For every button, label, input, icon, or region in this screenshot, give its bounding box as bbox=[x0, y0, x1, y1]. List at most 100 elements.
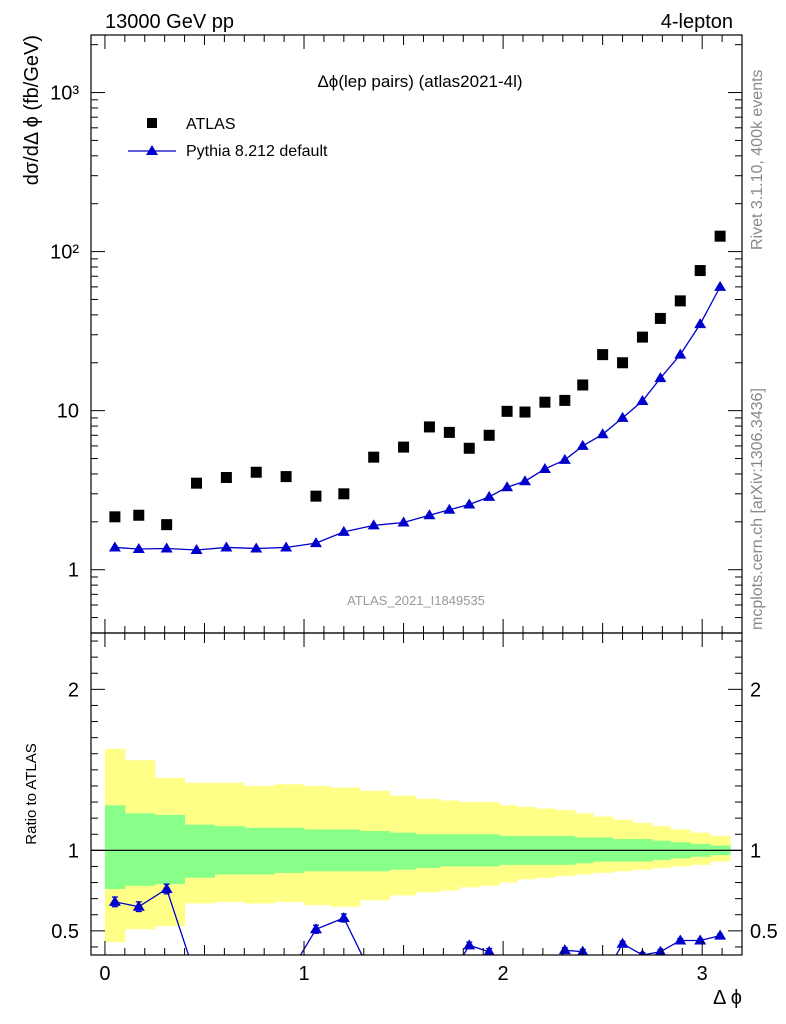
ratio-panel: 0.5 0.5 1 1 2 2 0 1 2 3 Ratio to ATLAS Δ ϕ bbox=[23, 632, 778, 1009]
pythia-point bbox=[654, 372, 667, 383]
pythia-point bbox=[160, 542, 173, 553]
y-tick-label-main: 10³ bbox=[50, 83, 79, 105]
atlas-point bbox=[714, 230, 726, 242]
atlas-point bbox=[338, 488, 350, 500]
pythia-point bbox=[519, 475, 531, 486]
atlas-point bbox=[636, 331, 648, 343]
atlas-point bbox=[443, 426, 455, 438]
pythia-point bbox=[309, 537, 322, 548]
y-tick-label-ratio-right: 0.5 bbox=[750, 921, 778, 943]
ratio-point bbox=[694, 934, 707, 945]
pythia-point bbox=[694, 318, 707, 329]
atlas-point bbox=[559, 394, 571, 406]
pythia-point bbox=[463, 498, 476, 509]
pythia-point bbox=[501, 481, 514, 492]
ratio-series-group bbox=[108, 882, 727, 955]
y-tick-label-ratio: 1 bbox=[68, 840, 79, 862]
atlas-point bbox=[694, 265, 706, 277]
atlas-point bbox=[539, 396, 551, 408]
y-tick-label-ratio-right: 1 bbox=[750, 840, 761, 862]
pythia-point bbox=[108, 541, 121, 552]
x-tick-label: 2 bbox=[498, 963, 509, 985]
pythia-point bbox=[443, 503, 456, 514]
uncertainty-band-bin bbox=[389, 832, 417, 870]
atlas-point bbox=[674, 295, 686, 307]
atlas-point bbox=[617, 357, 629, 369]
ratio-ylabel: Ratio to ATLAS bbox=[23, 743, 40, 844]
rivet-label: Rivet 3.1.10, 400k events bbox=[749, 69, 766, 250]
atlas-point bbox=[398, 441, 410, 453]
header-right: 4-lepton bbox=[661, 11, 733, 33]
y-tick-label-main: 10² bbox=[50, 242, 79, 264]
pythia-point bbox=[714, 280, 727, 291]
ratio-point bbox=[674, 934, 687, 945]
ratio-point bbox=[558, 944, 571, 955]
pythia-point bbox=[250, 542, 263, 553]
pythia-point bbox=[558, 453, 571, 464]
watermark: ATLAS_2021_I1849535 bbox=[347, 593, 485, 608]
atlas-point bbox=[133, 509, 145, 521]
uncertainty-band-bin bbox=[154, 814, 186, 885]
atlas-point bbox=[463, 442, 475, 454]
y-tick-label-ratio: 2 bbox=[68, 679, 79, 701]
ratio-frame bbox=[90, 632, 743, 956]
legend-atlas-marker bbox=[147, 118, 157, 128]
y-tick-label-ratio-right: 2 bbox=[750, 679, 761, 701]
atlas-point bbox=[483, 429, 495, 441]
ratio-point bbox=[309, 923, 322, 934]
atlas-point bbox=[501, 405, 513, 417]
pythia-point bbox=[616, 411, 629, 422]
atlas-point bbox=[280, 471, 292, 483]
pythia-point bbox=[190, 544, 203, 555]
x-tick-label: 0 bbox=[99, 963, 110, 985]
atlas-point bbox=[161, 519, 173, 531]
pythia-point bbox=[220, 541, 233, 552]
pythia-point bbox=[674, 348, 687, 359]
x-tick-label: 1 bbox=[298, 963, 309, 985]
ratio-point bbox=[463, 939, 476, 950]
pythia-point bbox=[538, 462, 551, 473]
x-tick-label: 3 bbox=[697, 963, 708, 985]
pythia-line bbox=[114, 286, 721, 551]
pythia-point bbox=[367, 519, 380, 530]
ratio-point bbox=[108, 895, 121, 906]
uncertainty-band-bin bbox=[359, 831, 391, 872]
ratio-point bbox=[654, 945, 666, 955]
uncertainty-band-bin bbox=[104, 805, 126, 889]
uncertainty-band-bin bbox=[415, 834, 440, 869]
atlas-point bbox=[109, 511, 121, 523]
atlas-point bbox=[250, 466, 262, 478]
y-tick-label-main: 10 bbox=[57, 401, 79, 423]
ratio-point bbox=[337, 911, 350, 922]
pythia-point bbox=[280, 541, 293, 552]
y-tick-label-main: 1 bbox=[68, 560, 79, 582]
atlas-point bbox=[368, 451, 380, 463]
pythia-point bbox=[337, 525, 350, 536]
ratio-point bbox=[714, 929, 727, 940]
atlas-point bbox=[519, 406, 531, 418]
header-left: 13000 GeV pp bbox=[105, 11, 234, 33]
atlas-point bbox=[423, 421, 435, 433]
atlas-point bbox=[191, 477, 203, 489]
uncertainty-band-bin bbox=[244, 827, 275, 875]
pythia-point bbox=[596, 428, 609, 439]
atlas-point bbox=[654, 312, 666, 324]
ratio-point bbox=[616, 937, 629, 948]
y-tick-label-ratio: 0.5 bbox=[51, 921, 79, 943]
main-ylabel: dσ/dΔ ϕ (fb/GeV) bbox=[21, 35, 43, 185]
legend: ATLAS Pythia 8.212 default bbox=[128, 116, 328, 160]
atlas-point bbox=[577, 379, 589, 391]
pythia-point bbox=[483, 490, 496, 501]
ratio-point bbox=[132, 900, 145, 911]
atlas-point bbox=[220, 471, 232, 483]
uncertainty-band-bin bbox=[592, 837, 614, 862]
legend-atlas-label: ATLAS bbox=[186, 116, 236, 133]
atlas-point bbox=[597, 349, 609, 361]
legend-pythia-marker bbox=[146, 145, 158, 155]
pythia-point bbox=[397, 516, 410, 527]
atlas-point bbox=[310, 490, 322, 502]
legend-pythia-label: Pythia 8.212 default bbox=[186, 143, 328, 160]
pythia-point bbox=[636, 394, 649, 405]
uncertainty-band-bin bbox=[124, 813, 156, 886]
